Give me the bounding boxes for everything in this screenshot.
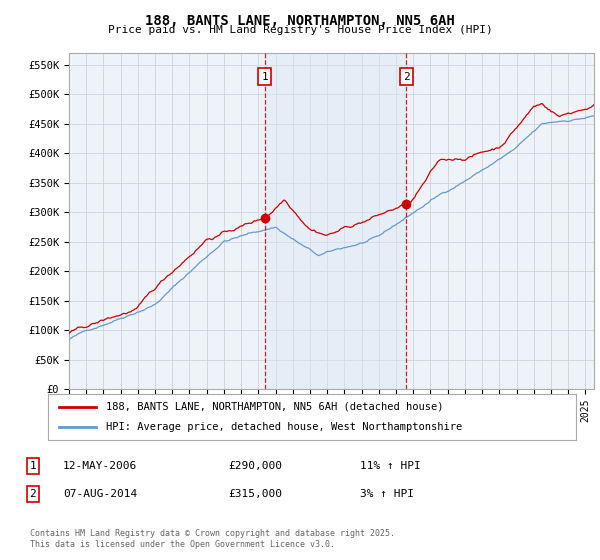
Text: 12-MAY-2006: 12-MAY-2006 — [63, 461, 137, 471]
Text: 1: 1 — [29, 461, 37, 471]
Text: Contains HM Land Registry data © Crown copyright and database right 2025.
This d: Contains HM Land Registry data © Crown c… — [30, 529, 395, 549]
Text: HPI: Average price, detached house, West Northamptonshire: HPI: Average price, detached house, West… — [106, 422, 463, 432]
Text: 188, BANTS LANE, NORTHAMPTON, NN5 6AH: 188, BANTS LANE, NORTHAMPTON, NN5 6AH — [145, 14, 455, 28]
Text: 07-AUG-2014: 07-AUG-2014 — [63, 489, 137, 499]
Text: 11% ↑ HPI: 11% ↑ HPI — [360, 461, 421, 471]
Text: 1: 1 — [262, 72, 268, 82]
Text: 2: 2 — [29, 489, 37, 499]
Text: 188, BANTS LANE, NORTHAMPTON, NN5 6AH (detached house): 188, BANTS LANE, NORTHAMPTON, NN5 6AH (d… — [106, 402, 443, 412]
Text: £315,000: £315,000 — [228, 489, 282, 499]
Text: 3% ↑ HPI: 3% ↑ HPI — [360, 489, 414, 499]
Text: 2: 2 — [403, 72, 410, 82]
Text: Price paid vs. HM Land Registry's House Price Index (HPI): Price paid vs. HM Land Registry's House … — [107, 25, 493, 35]
Text: £290,000: £290,000 — [228, 461, 282, 471]
Bar — [265, 53, 406, 389]
